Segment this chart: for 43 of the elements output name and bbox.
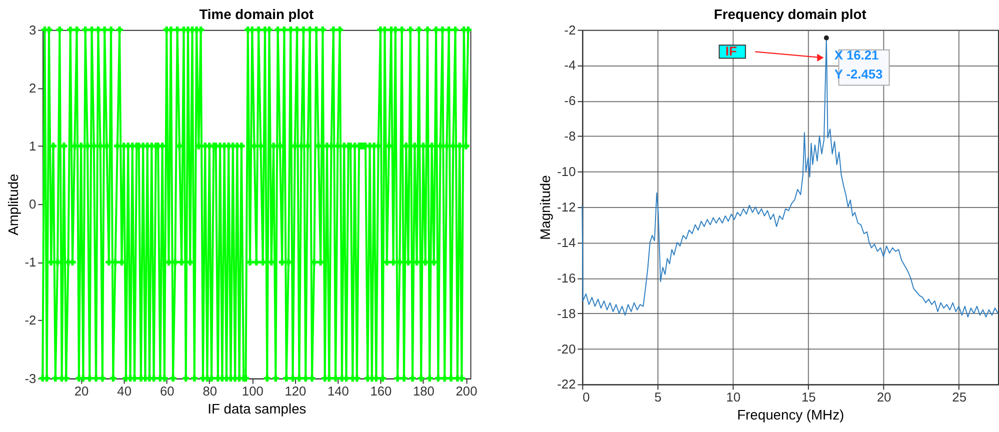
y-axis-title: Magnitude [537, 174, 554, 240]
y-tick-label: -22 [557, 376, 576, 392]
y-tick-label: -12 [557, 200, 576, 215]
x-tick-label: 15 [802, 390, 816, 405]
y-tick-label: -2 [24, 312, 36, 328]
y-tick-label: -8 [564, 128, 576, 144]
y-tick-label: -18 [557, 306, 576, 321]
y-tick-label: -2 [564, 22, 576, 38]
y-tick-label: -10 [557, 164, 576, 180]
annotation: X 16.21 [834, 48, 879, 63]
x-axis-title: Frequency (MHz) [737, 406, 844, 422]
y-tick-label: -4 [564, 58, 576, 73]
chart-title: Frequency domain plot [714, 6, 867, 22]
y-tick-label: -3 [24, 370, 36, 386]
y-tick-label: -1 [24, 254, 36, 270]
x-tick-label: 20 [74, 384, 89, 399]
chart-title: Time domain plot [199, 6, 314, 22]
x-tick-label: 20 [876, 390, 892, 405]
x-axis-title: IF data samples [208, 400, 306, 416]
annotation: Y -2.453 [834, 66, 883, 82]
y-tick-label: -6 [564, 93, 576, 108]
x-tick-label: 140 [327, 384, 349, 399]
annotation: IF [725, 44, 737, 59]
y-tick-label: -16 [557, 270, 576, 286]
y-tick-label: 0 [28, 196, 36, 212]
x-tick-label: 120 [284, 384, 306, 399]
y-tick-label: -20 [557, 341, 576, 356]
y-tick-label: 1 [28, 138, 36, 154]
x-tick-label: 60 [160, 384, 174, 399]
y-tick-label: 3 [28, 22, 36, 38]
x-tick-label: 5 [654, 390, 662, 405]
x-tick-label: 200 [456, 384, 478, 399]
x-tick-label: 80 [202, 384, 218, 399]
x-tick-label: 180 [413, 384, 434, 399]
x-tick-label: 160 [370, 384, 392, 399]
x-tick-label: 10 [726, 390, 740, 405]
x-tick-label: 40 [117, 384, 132, 399]
x-tick-label: 100 [242, 384, 264, 399]
y-tick-label: -14 [557, 234, 576, 250]
x-tick-label: 25 [952, 390, 966, 405]
x-tick-label: 0 [582, 390, 590, 405]
y-tick-label: 2 [28, 80, 36, 96]
y-axis-title: Amplitude [4, 173, 21, 236]
